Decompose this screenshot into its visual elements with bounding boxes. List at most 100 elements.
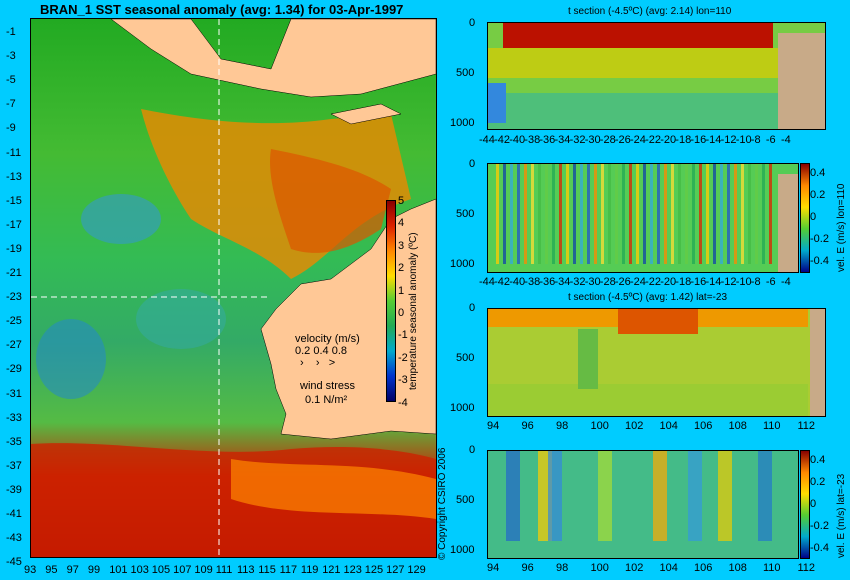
panel2-y-tick: 1000	[450, 258, 475, 270]
panel2-x-tick: -26	[614, 276, 631, 288]
panel4-x-tick: 112	[797, 562, 816, 574]
map-colorbar-tick: -4	[398, 396, 408, 409]
panel4-colorbar-tick: 0.4	[810, 454, 826, 466]
panel1-x-tick: -26	[614, 134, 631, 146]
panel1-x-tick: -12	[720, 134, 737, 146]
map-y-tick: -25	[6, 315, 22, 328]
panel2-stripe	[657, 164, 660, 264]
panel1-y-tick: 0	[469, 17, 476, 29]
panel1-title: t section (-4.5ºC) (avg: 2.14) lon=110	[568, 6, 732, 17]
panel1-x-tick: -16	[690, 134, 707, 146]
map-y-tick: -9	[6, 122, 16, 135]
panel2-stripe	[699, 164, 702, 264]
map-y-tick: -45	[6, 556, 22, 569]
panel4-column	[718, 451, 732, 541]
panel3-svg	[488, 309, 825, 416]
map-y-tick: -17	[6, 218, 22, 231]
panel4-column	[548, 451, 562, 541]
map-colorbar-tick: 4	[398, 217, 405, 230]
panel2-stripe	[748, 164, 751, 264]
map-x-tick: 107	[173, 564, 192, 576]
panel1-x-tick: -40	[509, 134, 526, 146]
panel1-temperature-section	[487, 22, 826, 130]
map-x-tick: 95	[45, 564, 58, 576]
map-colorbar-tick: -1	[398, 329, 408, 342]
map-y-tick: -21	[6, 267, 22, 279]
panel2-x-tick: -16	[690, 276, 707, 288]
warm-anomaly-core	[270, 149, 391, 253]
panel4-column	[758, 451, 772, 541]
panel3-cool-column	[578, 329, 598, 389]
panel2-x-tick: -34	[554, 276, 571, 288]
panel4-velocity-section	[487, 450, 799, 559]
map-y-tick: -13	[6, 170, 22, 183]
panel3-warm-core	[618, 309, 698, 334]
panel1-x-tick: -8	[750, 134, 761, 146]
panel4-field	[488, 451, 798, 558]
panel2-stripe	[587, 164, 590, 264]
panel1-y-tick: 500	[456, 67, 475, 79]
panel3-x-tick: 112	[797, 420, 816, 432]
map-y-tick: -33	[6, 411, 22, 424]
cool-anomaly-patch	[136, 289, 226, 349]
panel2-stripe	[741, 164, 744, 264]
map-y-tick: -15	[6, 194, 22, 207]
panel2-stripe	[643, 164, 646, 264]
panel2-stripe	[552, 164, 555, 264]
map-y-tick: -1	[6, 26, 16, 38]
panel2-x-tick: -4	[781, 276, 791, 288]
panel1-x-tick: -24	[630, 134, 646, 146]
map-y-tick: -37	[6, 459, 22, 472]
panel3-y-tick: 500	[456, 352, 475, 364]
panel2-stripe	[671, 164, 674, 264]
velocity-arrows-icon: › › >	[300, 357, 336, 369]
panel1-x-tick: -30	[584, 134, 601, 146]
panel2-stripe	[692, 164, 695, 264]
panel4-x-tick: 108	[728, 562, 747, 574]
panel4-column	[653, 451, 667, 541]
panel2-x-tick: -6	[765, 276, 776, 288]
panel3-temperature-section	[487, 308, 826, 417]
panel2-x-tick: -8	[750, 276, 761, 288]
panel2-y-tick: 500	[456, 208, 475, 220]
panel1-x-tick: -34	[554, 134, 571, 146]
panel2-stripe	[720, 164, 723, 264]
panel2-colorbar-label: vel. E (m/s) lon=110	[836, 183, 847, 272]
panel2-colorbar	[800, 163, 810, 273]
map-y-tick: -3	[6, 50, 16, 63]
map-colorbar	[386, 200, 396, 402]
panel4-x-tick: 104	[659, 562, 678, 574]
panel2-stripe	[636, 164, 639, 264]
panel4-columns	[506, 451, 772, 541]
panel1-land	[778, 33, 825, 129]
panel4-colorbar-tick: -0.2	[810, 520, 829, 532]
panel4-x-tick: 96	[521, 562, 534, 574]
panel1-x-tick: -22	[645, 134, 661, 146]
panel2-stripe	[545, 164, 548, 264]
panel2-stripe	[510, 164, 513, 264]
panel2-stripe	[573, 164, 576, 264]
land-indonesia	[110, 19, 436, 98]
wind-stress-value: 0.1 N/m²	[305, 394, 348, 406]
panel3-x-tick: 94	[487, 420, 500, 432]
map-x-tick: 127	[386, 564, 405, 576]
panel3-y-tick: 1000	[450, 402, 475, 414]
map-x-tick: 109	[194, 564, 213, 576]
map-colorbar-tick: 0	[398, 307, 405, 319]
panel2-velocity-section	[487, 163, 799, 273]
sst-anomaly-map	[30, 18, 437, 558]
panel2-stripe	[685, 164, 688, 264]
panel4-column	[688, 451, 702, 541]
panel2-stripe	[503, 164, 506, 264]
map-y-tick: -31	[6, 387, 22, 400]
panel2-stripe	[580, 164, 583, 264]
panel4-colorbar-tick: 0	[810, 498, 817, 510]
map-colorbar-tick: 1	[398, 284, 405, 297]
panel2-x-tick: -10	[735, 276, 752, 288]
panel2-x-tick: -18	[675, 276, 692, 288]
panel2-stripe	[706, 164, 709, 264]
panel2-x-tick: -38	[524, 276, 541, 288]
panel2-stripe	[594, 164, 597, 264]
map-colorbar-tick: -3	[398, 374, 408, 387]
map-y-tick: -7	[6, 98, 16, 111]
